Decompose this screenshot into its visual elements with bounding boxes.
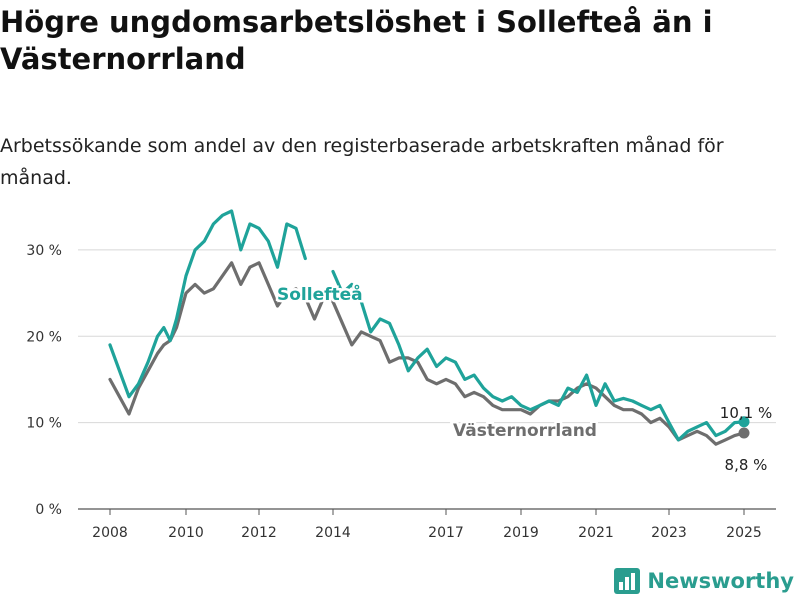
x-tick-label: 2014 bbox=[315, 525, 351, 541]
y-tick-label: 20 % bbox=[26, 329, 62, 345]
x-tick-label: 2010 bbox=[168, 525, 204, 541]
series-line bbox=[108, 209, 307, 399]
series-end-point bbox=[738, 416, 750, 428]
y-tick-label: 0 % bbox=[35, 502, 62, 518]
x-tick-label: 2021 bbox=[578, 525, 614, 541]
brand-name: Newsworthy bbox=[647, 569, 794, 593]
x-tick-label: 2012 bbox=[241, 525, 277, 541]
series-end-point bbox=[738, 427, 750, 439]
x-tick-label: 2019 bbox=[503, 525, 539, 541]
brand-logo: Newsworthy bbox=[614, 568, 794, 594]
x-tick-label: 2017 bbox=[428, 525, 464, 541]
y-tick-label: 10 % bbox=[26, 416, 62, 432]
series-label: Västernorrland bbox=[453, 421, 597, 441]
end-value-label: 8,8 % bbox=[725, 456, 768, 474]
series-label: Sollefteå bbox=[277, 283, 363, 305]
x-tick-label: 2023 bbox=[651, 525, 687, 541]
chart-title: Högre ungdomsarbetslöshet i Sollefteå än… bbox=[0, 5, 713, 76]
x-tick-label: 2008 bbox=[92, 525, 128, 541]
y-tick-label: 30 % bbox=[26, 243, 62, 259]
chart-subtitle: Arbetssökande som andel av den registerb… bbox=[0, 135, 724, 189]
end-value-label: 10,1 % bbox=[720, 404, 772, 422]
series-line bbox=[331, 269, 746, 442]
x-tick-label: 2025 bbox=[726, 525, 762, 541]
series-line bbox=[108, 261, 746, 446]
newsworthy-logo-icon bbox=[614, 568, 641, 594]
